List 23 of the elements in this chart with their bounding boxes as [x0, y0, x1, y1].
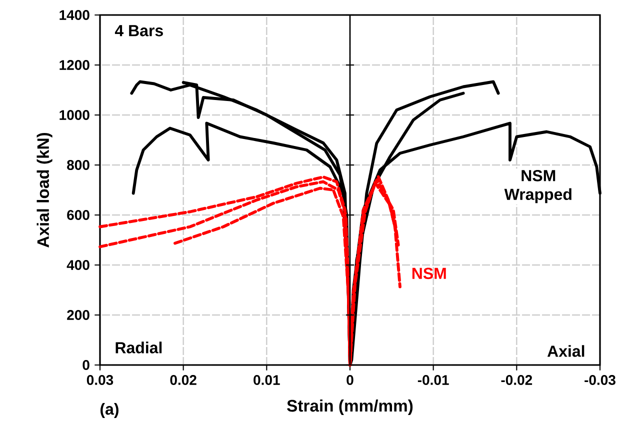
- x-tick-label: -0.02: [501, 375, 532, 385]
- y-tick-label: 200: [67, 310, 90, 320]
- x-tick-label: 0.01: [254, 375, 280, 385]
- y-tick-label: 0: [82, 360, 90, 370]
- y-tick-label: 800: [67, 160, 90, 170]
- series-label: NSM Wrapped: [504, 170, 572, 204]
- annotation: 4 Bars: [114, 25, 163, 36]
- y-tick-label: 1200: [60, 60, 90, 70]
- x-tick-label: 0.02: [170, 375, 196, 385]
- y-axis-title: Axial load (kN): [36, 132, 52, 248]
- x-tick-label: 0.03: [86, 375, 114, 385]
- y-tick-label: 1400: [60, 10, 90, 20]
- y-tick-label: 1000: [60, 110, 90, 120]
- y-tick-label: 600: [67, 210, 90, 220]
- y-tick-label: 400: [66, 260, 90, 270]
- series-label: NSM: [412, 268, 446, 280]
- x-axis-title: Strain (mm/mm): [287, 399, 413, 415]
- annotation: Axial: [547, 345, 584, 357]
- x-tick-label: -0.03: [584, 375, 616, 385]
- annotation: Radial: [116, 342, 162, 354]
- x-tick-label: -0.01: [418, 375, 449, 385]
- x-tick-label: 0: [346, 375, 354, 385]
- text: (a): [100, 403, 118, 418]
